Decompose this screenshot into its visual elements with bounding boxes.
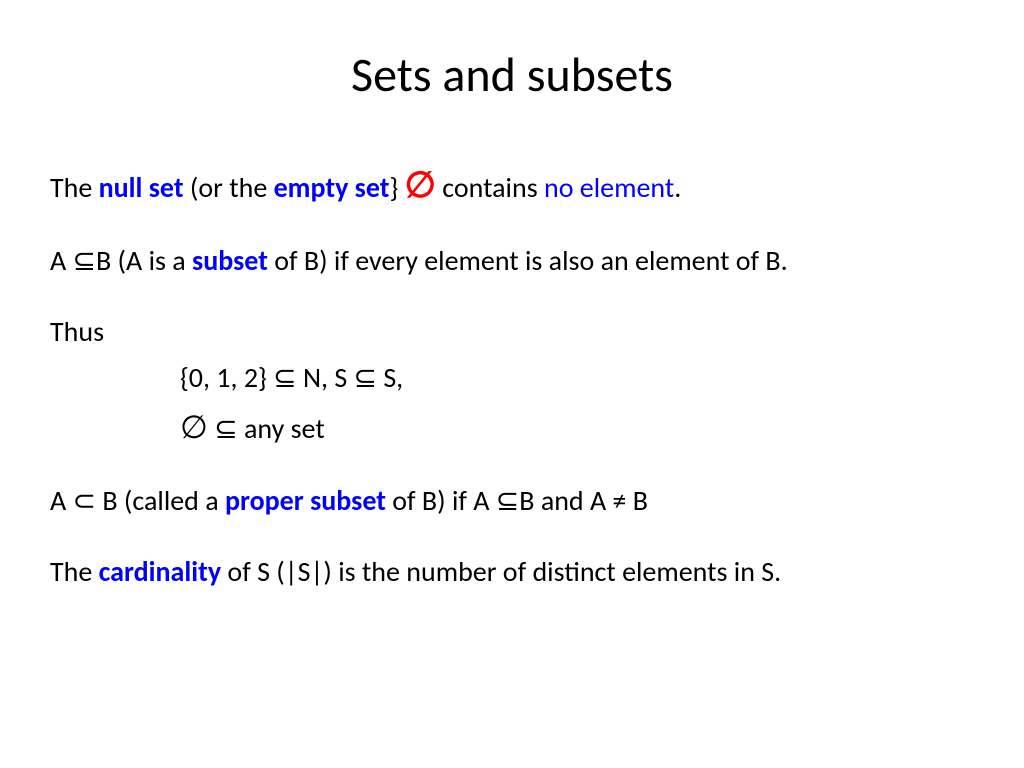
text: of B) if A ⊆B and A ≠ B — [386, 483, 648, 518]
text: A ⊂ B (called a — [50, 483, 225, 518]
example-2: ∅ ⊆ any set — [50, 405, 974, 451]
term-empty-set: empty set — [274, 170, 390, 205]
term-null-set: null set — [99, 170, 184, 205]
slide-body: The null set (or the empty set} ∅ contai… — [50, 159, 974, 593]
text: . — [674, 170, 681, 205]
slide-title: Sets and subsets — [50, 45, 974, 104]
text: } — [389, 170, 404, 205]
text: The — [50, 554, 99, 589]
cardinality-definition: The cardinality of S (|S|) is the number… — [50, 552, 974, 593]
text: A ⊆B (A is a — [50, 243, 192, 278]
empty-set-symbol: ∅ — [180, 408, 208, 447]
term-cardinality: cardinality — [99, 554, 221, 589]
text: (or the — [184, 170, 274, 205]
text: The — [50, 170, 99, 205]
subset-definition: A ⊆B (A is a subset of B) if every eleme… — [50, 241, 974, 282]
thus-label: Thus — [50, 312, 974, 353]
text: of B) if every element is also an elemen… — [268, 243, 788, 278]
null-set-definition: The null set (or the empty set} ∅ contai… — [50, 159, 974, 211]
text: ⊆ any set — [208, 411, 325, 446]
examples-block: Thus {0, 1, 2} ⊆ N, S ⊆ S, ∅ ⊆ any set — [50, 312, 974, 452]
term-no-element: no element — [544, 170, 674, 205]
text: contains — [436, 170, 544, 205]
example-1: {0, 1, 2} ⊆ N, S ⊆ S, — [50, 358, 974, 399]
proper-subset-definition: A ⊂ B (called a proper subset of B) if A… — [50, 481, 974, 522]
term-subset: subset — [192, 243, 268, 278]
empty-set-symbol: ∅ — [405, 163, 436, 207]
term-proper-subset: proper subset — [225, 483, 386, 518]
text: of S (|S|) is the number of distinct ele… — [221, 554, 781, 589]
